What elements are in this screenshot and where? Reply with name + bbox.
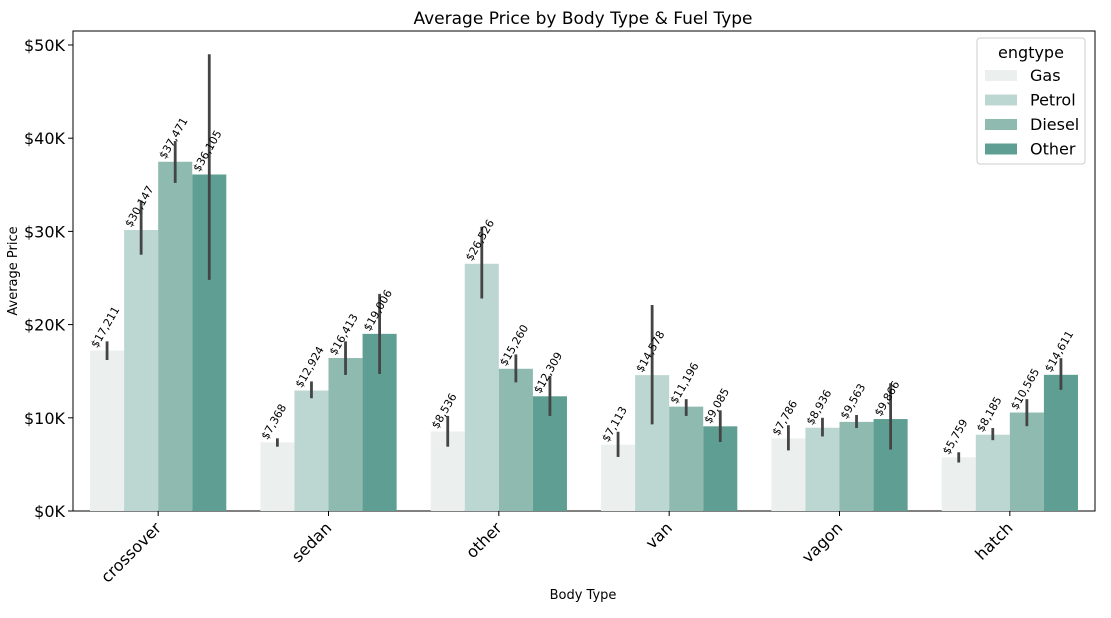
data-label: $8,185: [974, 394, 1005, 434]
data-label: $30,147: [122, 184, 156, 230]
data-label: $11,196: [668, 360, 702, 406]
x-tick-label: other: [462, 518, 506, 562]
y-tick-label: $50K: [24, 36, 66, 55]
bar: [294, 390, 329, 511]
data-label: $9,085: [702, 386, 733, 426]
bar: [839, 421, 874, 511]
plot-area: $0K $10K $20K $30K $40K $50K crossover $17,211 $…: [24, 30, 1096, 586]
data-label: $12,924: [293, 344, 327, 390]
y-tick-label: $40K: [24, 129, 66, 148]
y-tick-label: $20K: [24, 316, 66, 335]
y-tick-label: $10K: [24, 409, 66, 428]
bar: [158, 161, 193, 511]
data-label: $5,759: [940, 417, 971, 457]
x-tick-label: sedan: [288, 518, 336, 566]
y-axis-label: Average Price: [6, 226, 21, 315]
data-label: $10,565: [1008, 366, 1042, 412]
data-label: $15,260: [497, 322, 531, 368]
x-tick-label: hatch: [971, 518, 1016, 563]
legend-swatch: [985, 94, 1017, 106]
bar: [805, 427, 840, 511]
legend: engtype Gas Petrol Diesel Other: [976, 37, 1086, 165]
x-tick-label: vagon: [798, 518, 846, 566]
y-tick-label: $30K: [24, 222, 66, 241]
bar: [669, 406, 704, 511]
plot-frame: [72, 30, 1096, 512]
legend-title: engtype: [998, 43, 1064, 62]
bar: [328, 358, 363, 511]
legend-swatch: [985, 143, 1017, 155]
data-label: $7,113: [599, 404, 630, 444]
data-label: $9,866: [872, 379, 903, 419]
data-label: $7,368: [259, 402, 290, 442]
data-label: $14,578: [633, 329, 667, 375]
bar: [90, 350, 125, 511]
data-label: $12,309: [531, 350, 565, 396]
bar: [464, 263, 499, 511]
data-label: $37,471: [157, 115, 191, 161]
bar: [1009, 412, 1044, 511]
legend-entry: Other: [1030, 140, 1076, 159]
bar: [771, 438, 806, 511]
data-label: $36,105: [191, 128, 225, 174]
data-label: $8,536: [429, 391, 460, 431]
legend-swatch: [985, 70, 1017, 81]
chart-title: Average Price by Body Type & Fuel Type: [413, 9, 752, 29]
bar: [975, 434, 1010, 511]
x-tick-label: crossover: [97, 518, 165, 586]
legend-entry: Petrol: [1030, 91, 1076, 110]
data-label: $7,786: [770, 398, 801, 438]
data-label: $9,563: [838, 382, 869, 422]
data-label: $26,526: [463, 217, 497, 263]
bar: [124, 230, 159, 511]
x-tick-label: van: [642, 518, 676, 552]
legend-entry: Gas: [1030, 66, 1061, 85]
bar: [260, 442, 295, 511]
data-label: $19,006: [361, 287, 395, 333]
y-tick-label: $0K: [34, 502, 65, 521]
data-label: $14,611: [1042, 328, 1076, 374]
data-label: $16,413: [327, 312, 361, 358]
x-axis-label: Body Type: [550, 588, 617, 603]
data-label: $17,211: [88, 304, 122, 350]
bar: [498, 368, 533, 511]
data-label: $8,936: [804, 387, 835, 427]
bar: [1043, 374, 1078, 511]
legend-entry: Diesel: [1030, 115, 1079, 134]
bar: [941, 457, 976, 511]
legend-swatch: [985, 119, 1017, 130]
